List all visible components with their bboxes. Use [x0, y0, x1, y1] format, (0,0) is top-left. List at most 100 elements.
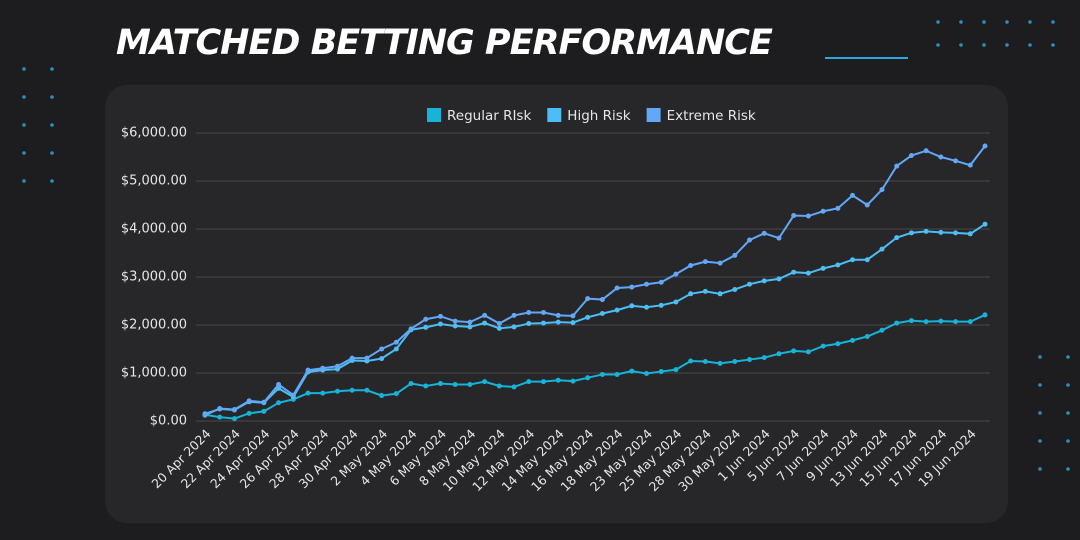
data-point — [614, 371, 620, 377]
data-point — [894, 320, 900, 326]
decor-dot — [1066, 439, 1070, 443]
data-point — [717, 360, 723, 366]
data-point — [761, 230, 767, 236]
data-point — [261, 399, 267, 405]
legend-swatch — [427, 108, 441, 122]
data-point — [305, 390, 311, 396]
data-point — [437, 313, 443, 319]
data-point — [290, 392, 296, 398]
data-point — [879, 327, 885, 333]
data-point — [923, 319, 929, 325]
data-point — [496, 383, 502, 389]
decor-dot — [936, 43, 940, 47]
data-point — [805, 349, 811, 355]
data-point — [467, 382, 473, 388]
data-point — [496, 325, 502, 331]
data-point — [938, 318, 944, 324]
data-point — [526, 379, 532, 385]
data-point — [511, 384, 517, 390]
data-point — [217, 406, 223, 412]
data-point — [747, 281, 753, 287]
data-point — [835, 341, 841, 347]
data-point — [688, 358, 694, 364]
data-point — [908, 230, 914, 236]
data-point — [437, 381, 443, 387]
data-point — [644, 304, 650, 310]
decor-dot — [936, 20, 940, 24]
y-tick-label: $6,000.00 — [121, 126, 187, 141]
data-point — [850, 192, 856, 198]
data-point — [791, 213, 797, 219]
data-point — [482, 312, 488, 318]
data-point — [982, 221, 988, 227]
data-point — [555, 319, 561, 325]
data-point — [423, 383, 429, 389]
data-point — [717, 260, 723, 266]
data-point — [276, 382, 282, 388]
data-point — [953, 319, 959, 325]
data-point — [776, 351, 782, 357]
data-point — [732, 286, 738, 292]
chart-panel — [105, 85, 1008, 523]
data-point — [702, 259, 708, 265]
decor-dot — [1038, 467, 1042, 471]
data-point — [217, 414, 223, 420]
legend-label: Regular RIsk — [447, 108, 531, 124]
data-point — [864, 334, 870, 340]
data-point — [202, 412, 208, 418]
data-point — [791, 348, 797, 354]
data-point — [599, 297, 605, 303]
data-point — [570, 313, 576, 319]
data-point — [379, 346, 385, 352]
decor-dot — [1066, 383, 1070, 387]
data-point — [511, 312, 517, 318]
data-point — [776, 235, 782, 241]
data-point — [850, 257, 856, 263]
data-point — [761, 278, 767, 284]
data-point — [967, 319, 973, 325]
data-point — [467, 324, 473, 330]
data-point — [423, 316, 429, 322]
data-point — [349, 387, 355, 393]
data-point — [246, 398, 252, 404]
legend-label: Extreme Risk — [667, 108, 756, 124]
data-point — [982, 143, 988, 149]
data-point — [747, 237, 753, 243]
data-point — [732, 358, 738, 364]
legend-swatch — [646, 108, 661, 122]
data-point — [334, 363, 340, 369]
data-point — [982, 312, 988, 318]
decor-dot — [50, 123, 54, 127]
decor-dot — [982, 43, 986, 47]
decor-dot — [22, 123, 26, 127]
data-point — [599, 371, 605, 377]
decor-dot — [22, 67, 26, 71]
data-point — [349, 355, 355, 361]
data-point — [967, 162, 973, 168]
data-point — [261, 408, 267, 414]
data-point — [967, 231, 973, 237]
decor-dot — [1066, 355, 1070, 359]
data-point — [320, 365, 326, 371]
decor-dot — [982, 20, 986, 24]
decor-dot — [1038, 411, 1042, 415]
data-point — [511, 324, 517, 330]
title-underline — [825, 57, 908, 59]
data-point — [658, 302, 664, 308]
decor-dot — [1028, 20, 1032, 24]
data-point — [482, 379, 488, 385]
data-point — [688, 291, 694, 297]
data-point — [393, 391, 399, 397]
data-point — [938, 229, 944, 235]
decor-dot — [1051, 43, 1055, 47]
data-point — [908, 153, 914, 159]
data-point — [540, 379, 546, 385]
data-point — [334, 388, 340, 394]
data-point — [246, 410, 252, 416]
data-point — [540, 320, 546, 326]
data-point — [614, 285, 620, 291]
data-point — [408, 381, 414, 387]
data-point — [496, 321, 502, 327]
data-point — [526, 321, 532, 327]
